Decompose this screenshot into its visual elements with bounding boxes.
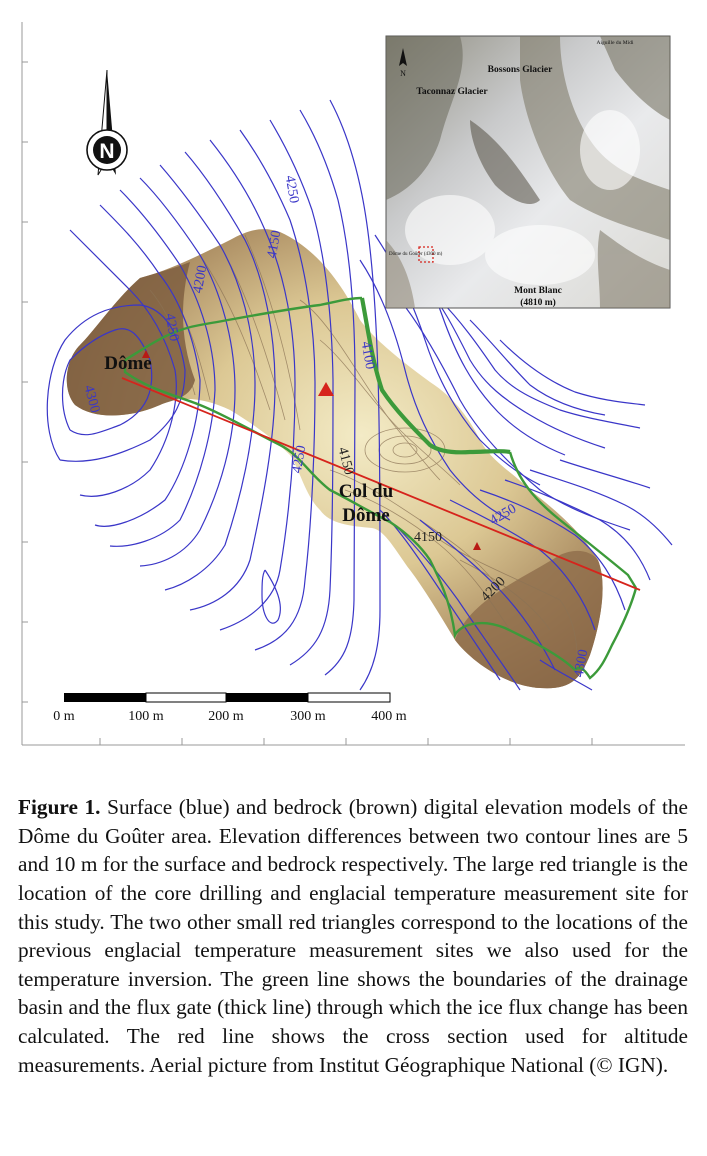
previous-site-triangle-col [473, 542, 481, 550]
surface-contour-label: 4200 [191, 264, 211, 294]
inset-aerial-photo: N Aiguille du Midi Bossons Glacier Tacon… [385, 35, 671, 309]
surface-contours [46, 99, 673, 691]
figure-caption-label: Figure 1. [18, 795, 101, 820]
place-label-col-line2: Dôme [342, 505, 389, 526]
inset-label-mont-blanc-name: Mont Blanc [514, 286, 562, 296]
north-arrow: N [86, 69, 128, 176]
previous-site-triangle-dome [142, 350, 150, 358]
inset-label-dome: Dôme du Goûter (4300 m) [389, 252, 443, 257]
surface-contour-label: 4250 [282, 174, 302, 204]
surface-contour-label: 4100 [358, 340, 378, 370]
surface-contour-label: 4250 [162, 312, 182, 342]
inset-north-arrow: N [399, 48, 407, 78]
scale-tick-label: 0 m [53, 709, 75, 724]
surface-contour-label: 4250 [290, 444, 310, 474]
inset-label-aiguille: Aiguille du Midi [597, 40, 634, 46]
drill-site-triangle [318, 382, 334, 396]
inset-north-letter: N [400, 69, 406, 78]
surface-contour-labels: 4300 4250 4200 4150 4250 4100 4250 4300 … [81, 174, 592, 678]
scale-tick-label: 200 m [208, 709, 244, 724]
scale-tick-label: 100 m [128, 709, 164, 724]
inset-label-mont-blanc-alt: (4810 m) [520, 297, 556, 308]
surface-contour-label: 4300 [572, 648, 592, 678]
figure-caption-text: Surface (blue) and bedrock (brown) digit… [18, 795, 688, 1077]
bedrock-contour-label: 4150 [414, 530, 442, 545]
bedrock-contour-label: 4150 [335, 446, 357, 477]
drainage-basin-boundary [123, 296, 638, 680]
surface-contour-label: 4150 [265, 229, 285, 259]
figure-caption: Figure 1. Surface (blue) and bedrock (br… [18, 793, 688, 1079]
inset-label-bossons: Bossons Glacier [488, 65, 553, 75]
map-frame [21, 22, 685, 746]
scale-tick-label: 400 m [371, 709, 407, 724]
place-label-col-line1: Col du [339, 481, 394, 502]
inset-label-taconnaz: Taconnaz Glacier [416, 87, 488, 97]
cross-section-line [121, 377, 641, 591]
figure-map: N Aiguille du Midi Bossons Glacier Tacon… [21, 22, 685, 746]
scale-bar: 0 m 100 m 200 m 300 m 400 m [53, 692, 407, 724]
surface-contour-label: 4300 [81, 384, 103, 415]
north-arrow-letter: N [99, 140, 114, 163]
place-label-dome: Dôme [104, 353, 151, 374]
scale-tick-label: 300 m [290, 709, 326, 724]
